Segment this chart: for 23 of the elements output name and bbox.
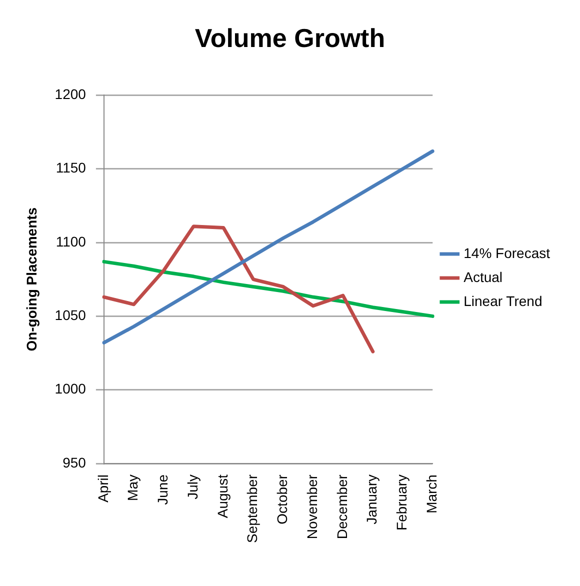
x-tick-label: July [184, 474, 200, 500]
x-tick-label: October [274, 474, 290, 524]
x-tick-label: September [244, 474, 260, 543]
y-tick-label: 1100 [56, 233, 86, 250]
x-tick-label: January [364, 474, 380, 524]
y-tick-label: 1000 [54, 380, 86, 397]
y-tick-label: 1150 [56, 160, 86, 176]
y-tick-label: 1050 [54, 307, 86, 324]
x-tick-label: May [124, 474, 141, 501]
chart-title: Volume Growth [194, 22, 386, 53]
x-tick-label: August [214, 474, 230, 518]
x-tick-label: December [334, 474, 350, 540]
y-tick-label: 1200 [54, 86, 86, 102]
x-tick-label: June [154, 474, 171, 505]
legend-label: Actual [464, 268, 503, 285]
y-tick-label: 950 [62, 454, 86, 470]
legend-label: 14% Forecast [464, 244, 550, 261]
y-axis-title: On-going Placements [23, 207, 40, 352]
x-tick-label: November [304, 474, 320, 540]
x-tick-label: April [94, 474, 111, 503]
x-tick-label: February [394, 474, 410, 531]
legend-label: Linear Trend [464, 292, 542, 309]
x-tick-label: March [423, 474, 440, 514]
